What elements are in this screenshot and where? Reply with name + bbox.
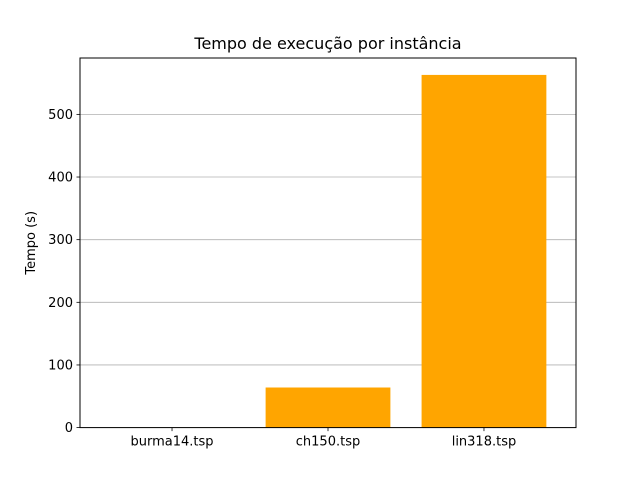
- bar-ch150-tsp: [265, 387, 391, 428]
- x-tick-label: ch150.tsp: [296, 435, 360, 450]
- y-tick-label: 200: [48, 296, 73, 311]
- y-tick-label: 0: [65, 421, 73, 436]
- y-tick-label: 500: [48, 108, 73, 123]
- x-tick-label: burma14.tsp: [131, 435, 214, 450]
- x-tick-label: lin318.tsp: [452, 435, 517, 450]
- y-tick-label: 300: [48, 233, 73, 248]
- y-axis-ticks: 0 100 200 300 400 500: [48, 108, 80, 436]
- y-tick-label: 100: [48, 358, 73, 373]
- bar-lin318-tsp: [421, 74, 547, 428]
- y-tick-label: 400: [48, 171, 73, 186]
- y-axis-label: Tempo (s): [24, 211, 39, 276]
- bars: [109, 74, 547, 428]
- x-axis-ticks: burma14.tsp ch150.tsp lin318.tsp: [131, 427, 517, 450]
- chart-title: Tempo de execução por instância: [193, 34, 461, 53]
